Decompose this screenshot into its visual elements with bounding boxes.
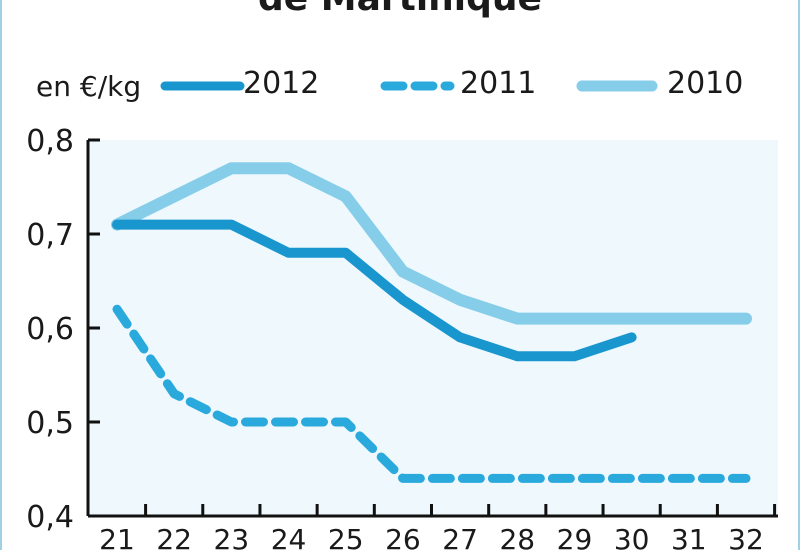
legend-label-2012: 2012: [243, 66, 320, 101]
x-tick-label: 25: [328, 523, 364, 550]
legend: [160, 80, 658, 92]
y-tick-label: 0,5: [26, 406, 74, 441]
series-line-2011: [112, 304, 751, 483]
legend-label-2011: 2011: [460, 66, 537, 101]
unit-label: en €/kg: [36, 70, 142, 103]
series-line-2012: [112, 219, 637, 362]
y-tick-label: 0,7: [26, 218, 74, 253]
x-tick-label: 29: [557, 523, 593, 550]
chart-title: de Martinique: [0, 0, 800, 19]
y-tick-label: 0,6: [26, 312, 74, 347]
x-tick-label: 30: [614, 523, 650, 550]
x-tick-label: 31: [671, 523, 707, 550]
x-tick-label: 32: [728, 523, 764, 550]
x-tick-label: 28: [499, 523, 535, 550]
plot-background: [88, 140, 778, 516]
x-tick-label: 22: [156, 523, 192, 550]
x-tick-label: 23: [214, 523, 250, 550]
x-tick-label: 26: [385, 523, 421, 550]
x-tick-label: 27: [442, 523, 478, 550]
legend-label-2010: 2010: [667, 66, 744, 101]
series-line-2010: [111, 162, 752, 325]
y-tick-label: 0,8: [26, 124, 74, 159]
x-tick-label: 24: [271, 523, 307, 550]
y-tick-label: 0,4: [26, 500, 74, 535]
x-tick-label: 21: [99, 523, 135, 550]
